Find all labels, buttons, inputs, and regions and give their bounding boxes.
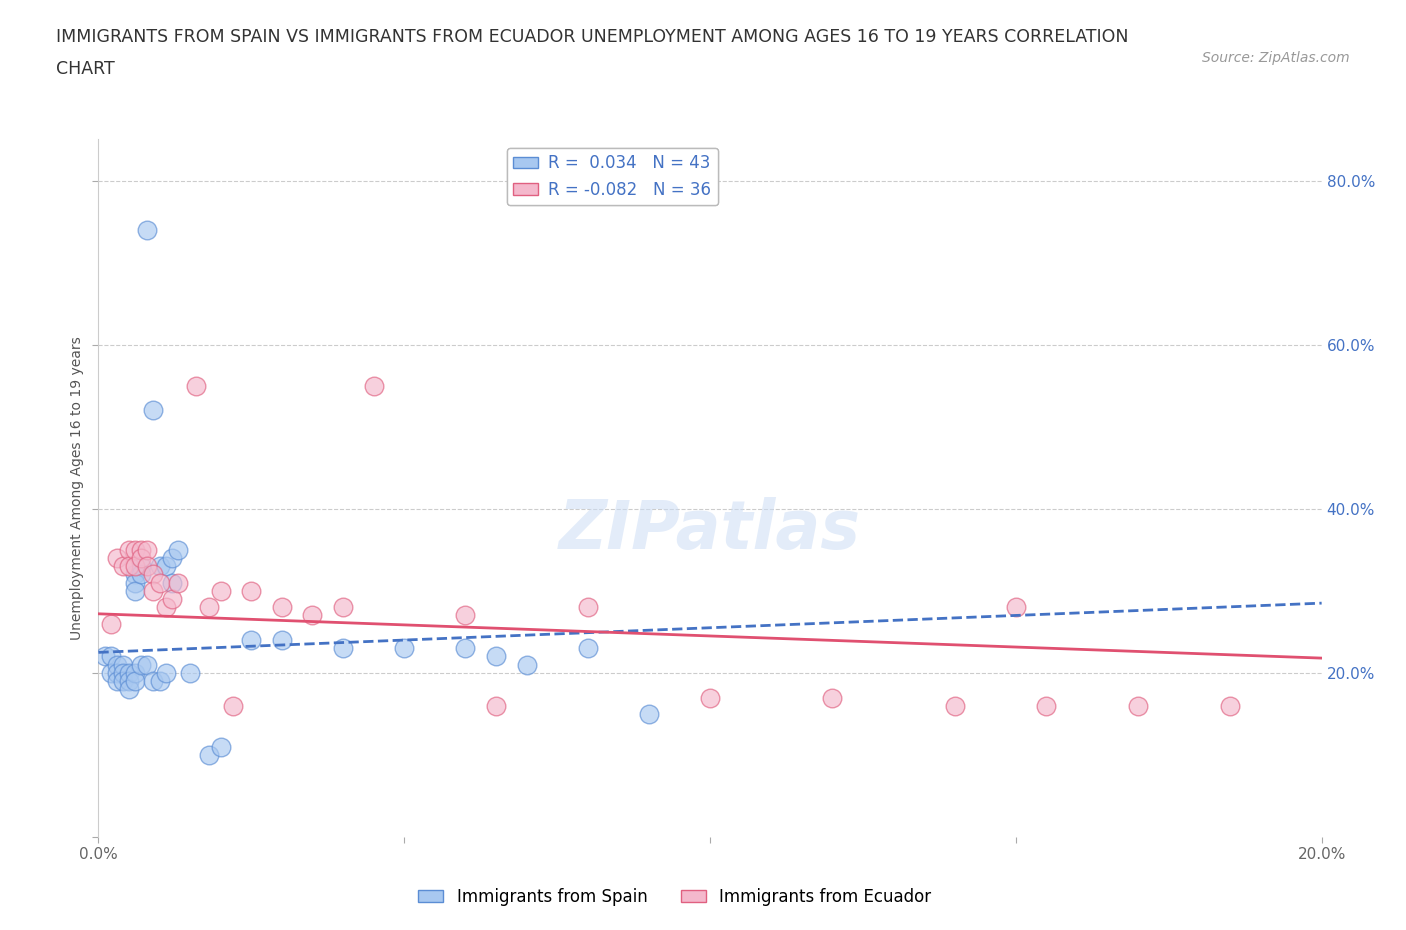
Point (124, 583, 146, 598)
Point (142, 673, 165, 688)
Point (124, 567, 146, 582)
Point (1219, 698, 1241, 713)
Point (1004, 600, 1026, 615)
Point (485, 649, 508, 664)
Point (454, 608, 477, 623)
Text: IMMIGRANTS FROM SPAIN VS IMMIGRANTS FROM ECUADOR UNEMPLOYMENT AMONG AGES 16 TO 1: IMMIGRANTS FROM SPAIN VS IMMIGRANTS FROM… (56, 28, 1129, 46)
Point (100, 649, 122, 664)
Point (197, 600, 219, 615)
Point (142, 583, 165, 598)
Point (142, 403, 165, 418)
Point (186, 379, 208, 393)
Point (332, 600, 354, 615)
Point (118, 559, 141, 574)
Point (124, 673, 146, 688)
Y-axis label: Unemployment Among Ages 16 to 19 years: Unemployment Among Ages 16 to 19 years (70, 337, 84, 640)
Legend: Immigrants from Spain, Immigrants from Ecuador: Immigrants from Spain, Immigrants from E… (412, 881, 938, 912)
Point (111, 666, 134, 681)
Point (392, 641, 416, 656)
Text: Source: ZipAtlas.com: Source: ZipAtlas.com (1202, 51, 1350, 65)
Point (129, 658, 152, 672)
Point (155, 559, 177, 574)
Point (197, 748, 219, 763)
Point (129, 542, 152, 557)
Point (222, 698, 245, 713)
Point (179, 666, 201, 681)
Point (129, 559, 152, 574)
Point (124, 575, 146, 590)
Point (160, 575, 183, 590)
Point (136, 658, 159, 672)
Point (149, 575, 172, 590)
Point (576, 600, 599, 615)
Point (142, 567, 165, 582)
Point (118, 666, 141, 681)
Point (270, 600, 292, 615)
Point (149, 673, 172, 688)
Point (136, 222, 159, 237)
Point (136, 542, 159, 557)
Point (160, 551, 183, 565)
Text: CHART: CHART (56, 60, 115, 78)
Point (124, 666, 146, 681)
Point (111, 559, 134, 574)
Point (111, 673, 134, 688)
Point (100, 617, 122, 631)
Point (105, 658, 128, 672)
Point (100, 666, 122, 681)
Point (105, 666, 128, 681)
Point (576, 641, 599, 656)
Point (363, 379, 385, 393)
Legend: R =  0.034   N = 43, R = -0.082   N = 36: R = 0.034 N = 43, R = -0.082 N = 36 (506, 148, 718, 206)
Point (118, 542, 141, 557)
Point (124, 559, 146, 574)
Point (105, 673, 128, 688)
Point (240, 583, 263, 598)
Point (332, 641, 354, 656)
Point (93, 649, 115, 664)
Point (118, 673, 141, 688)
Text: ZIPatlas: ZIPatlas (560, 498, 860, 563)
Point (240, 632, 263, 647)
Point (301, 608, 323, 623)
Point (699, 690, 721, 705)
Point (129, 567, 152, 582)
Point (129, 551, 152, 565)
Point (155, 666, 177, 681)
Point (136, 559, 159, 574)
Point (209, 583, 232, 598)
Point (485, 698, 508, 713)
Point (1128, 698, 1150, 713)
Point (516, 658, 538, 672)
Point (118, 682, 141, 697)
Point (111, 658, 134, 672)
Point (209, 739, 232, 754)
Point (270, 632, 292, 647)
Point (149, 559, 172, 574)
Point (1035, 698, 1057, 713)
Point (821, 690, 844, 705)
Point (167, 542, 190, 557)
Point (155, 600, 177, 615)
Point (160, 591, 183, 606)
Point (105, 551, 128, 565)
Point (167, 575, 190, 590)
Point (637, 707, 661, 722)
Point (454, 641, 477, 656)
Point (124, 542, 146, 557)
Point (943, 698, 966, 713)
